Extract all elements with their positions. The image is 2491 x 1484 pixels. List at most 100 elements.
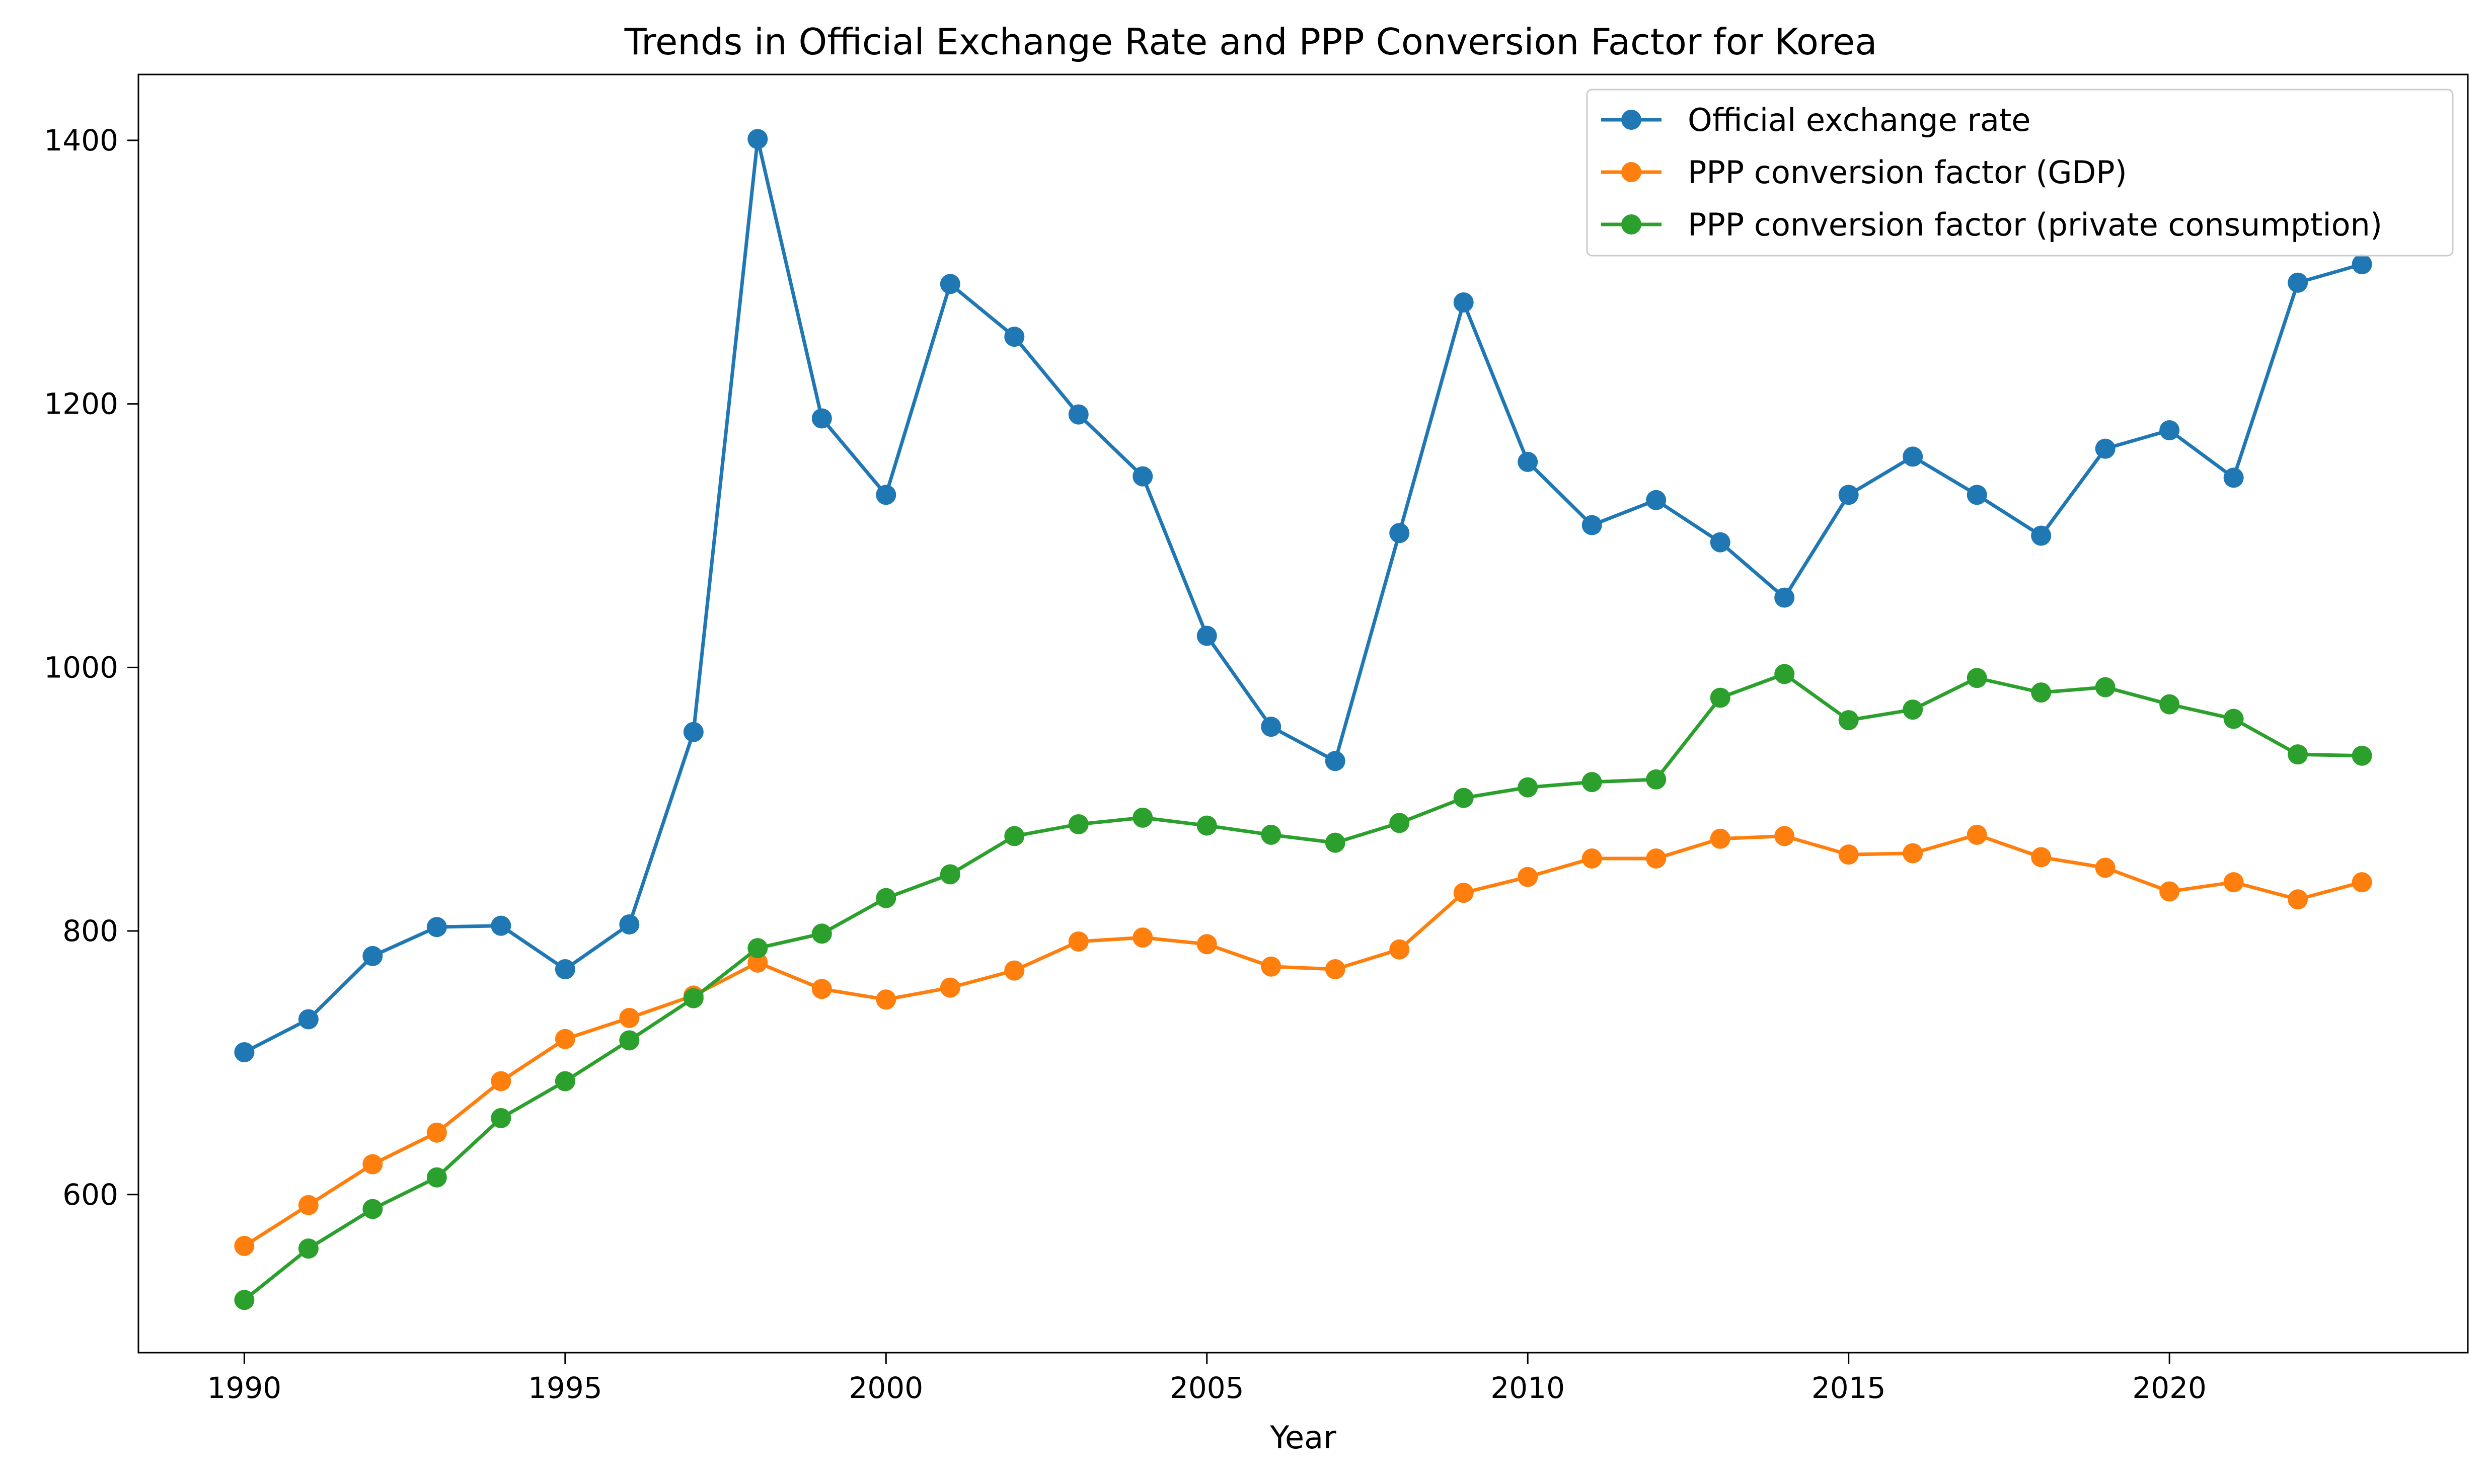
data-point — [2095, 857, 2116, 878]
series-layer — [234, 129, 2372, 1310]
data-point — [1133, 807, 1153, 828]
series-line — [243, 833, 2363, 1247]
data-point — [2159, 420, 2180, 441]
x-tick-label: 2000 — [849, 1371, 923, 1405]
data-point — [1004, 826, 1025, 846]
data-point — [2352, 745, 2372, 766]
data-point — [2095, 438, 2116, 459]
data-point — [811, 408, 832, 429]
series-2 — [234, 824, 2372, 1256]
data-point — [1068, 931, 1089, 952]
x-tick-label: 2005 — [1170, 1371, 1244, 1405]
data-point — [362, 946, 383, 966]
y-tick-label: 800 — [62, 914, 118, 948]
data-point — [1133, 466, 1153, 487]
x-tick-label: 1995 — [528, 1371, 602, 1405]
data-point — [2288, 889, 2308, 910]
data-point — [2223, 467, 2244, 488]
data-point — [234, 1042, 255, 1062]
data-point — [1967, 668, 1987, 688]
legend-marker — [1621, 162, 1641, 182]
y-tick-label: 1200 — [44, 387, 118, 421]
data-point — [555, 1029, 575, 1049]
data-point — [2159, 694, 2180, 715]
data-point — [2031, 847, 2052, 868]
y-axis: 600 800 1000 1200 1400 — [44, 123, 138, 1212]
data-point — [1453, 883, 1474, 903]
data-point — [1068, 404, 1089, 425]
legend: Official exchange rate PPP conversion fac… — [1586, 89, 2454, 257]
data-point — [234, 1290, 255, 1310]
data-point — [1967, 485, 1987, 505]
y-tick-label: 600 — [62, 1178, 118, 1212]
data-point — [1646, 490, 1667, 510]
data-point — [362, 1154, 383, 1175]
data-point — [1261, 717, 1281, 737]
x-tick-label: 2015 — [1811, 1371, 1886, 1405]
data-point — [683, 722, 704, 742]
data-point — [1518, 867, 1538, 887]
data-point — [1581, 772, 1602, 793]
plot-frame — [137, 73, 2469, 1354]
data-point — [1838, 844, 1859, 865]
legend-label: Official exchange rate — [1688, 102, 2030, 138]
data-point — [426, 1167, 447, 1188]
data-point — [811, 923, 832, 944]
data-point — [234, 1235, 255, 1256]
data-point — [1133, 927, 1153, 948]
data-point — [1646, 848, 1667, 869]
data-point — [1261, 956, 1281, 977]
data-point — [1453, 788, 1474, 808]
data-point — [2031, 682, 2052, 703]
data-point — [747, 129, 768, 149]
data-point — [555, 959, 575, 979]
data-point — [683, 988, 704, 1008]
legend-label: PPP conversion factor (private consumpti… — [1688, 206, 2382, 243]
data-point — [876, 888, 896, 908]
data-point — [940, 274, 960, 294]
data-point — [619, 1007, 640, 1028]
y-tick-label: 1400 — [44, 123, 118, 158]
data-point — [1518, 777, 1538, 798]
series-3 — [234, 664, 2372, 1310]
data-point — [1710, 828, 1730, 849]
legend-box — [1586, 89, 2454, 257]
data-point — [1710, 687, 1730, 708]
data-point — [1774, 587, 1795, 608]
data-point — [747, 952, 768, 973]
legend-marker — [1621, 214, 1641, 235]
legend-item: PPP conversion factor (GDP) — [1601, 154, 2127, 191]
data-point — [1581, 515, 1602, 535]
data-point — [2352, 872, 2372, 893]
chart-title: Trends in Official Exchange Rate and PPP… — [624, 21, 1877, 63]
data-point — [1196, 626, 1217, 646]
data-point — [426, 1122, 447, 1143]
data-point — [1068, 814, 1089, 834]
data-point — [1774, 664, 1795, 684]
data-point — [1967, 824, 1987, 845]
data-point — [1838, 710, 1859, 731]
data-point — [298, 1238, 319, 1259]
data-point — [1389, 939, 1410, 960]
data-point — [1261, 824, 1281, 845]
data-point — [619, 1030, 640, 1051]
data-point — [1325, 832, 1345, 853]
x-axis-label: Year — [1269, 1419, 1336, 1456]
series-1 — [234, 129, 2372, 1062]
data-point — [2288, 272, 2308, 293]
data-point — [555, 1071, 575, 1091]
data-point — [1774, 826, 1795, 846]
data-point — [2095, 677, 2116, 697]
data-point — [811, 979, 832, 999]
data-point — [1389, 523, 1410, 543]
x-tick-label: 1990 — [207, 1371, 282, 1405]
data-point — [491, 915, 511, 936]
data-point — [619, 914, 640, 934]
x-tick-label: 2020 — [2132, 1371, 2207, 1405]
data-point — [1325, 959, 1345, 979]
data-point — [2223, 709, 2244, 729]
y-tick-label: 1000 — [44, 650, 118, 684]
data-point — [1710, 532, 1730, 553]
